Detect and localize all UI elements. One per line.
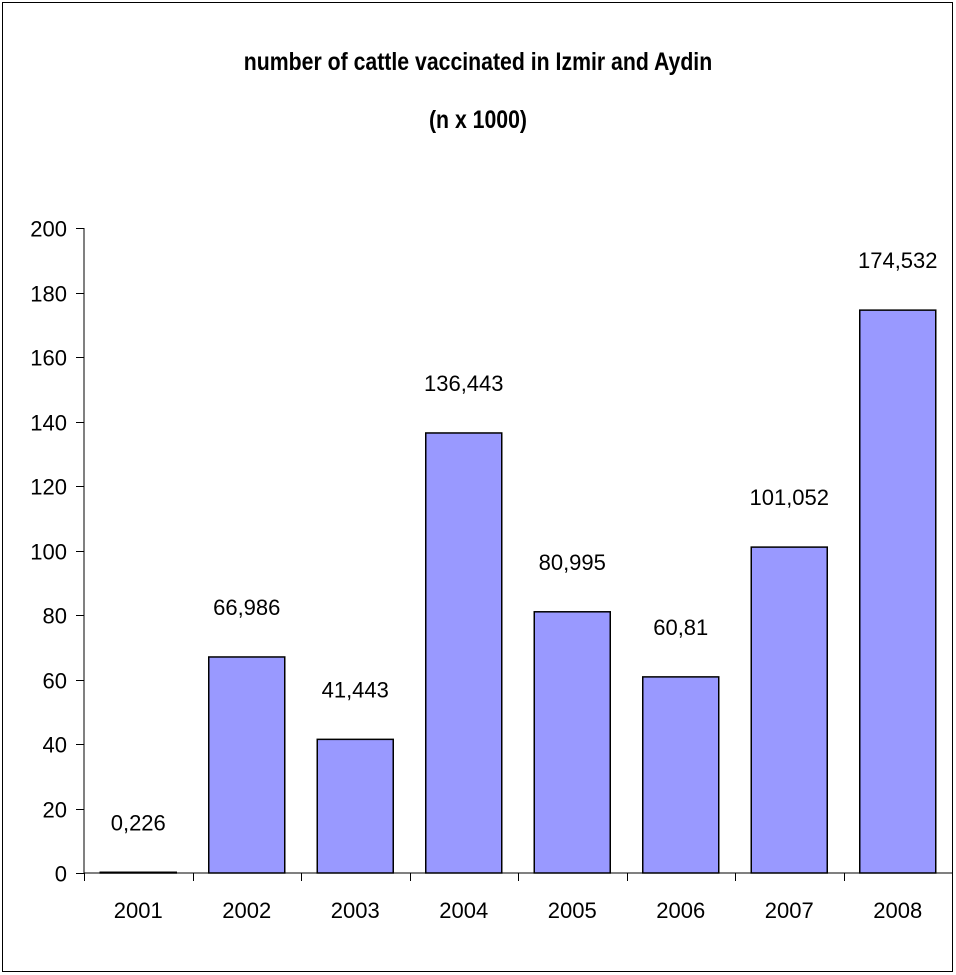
chart-title: number of cattle vaccinated in Izmir and… [243, 48, 713, 76]
bar-2005 [533, 611, 611, 874]
data-label: 174,532 [858, 248, 938, 273]
x-tick-label: 2007 [765, 898, 814, 923]
x-tick-label: 2005 [548, 898, 597, 923]
bar-2003 [316, 738, 394, 874]
y-tick-label: 180 [30, 282, 67, 307]
bar-2007 [750, 546, 828, 874]
x-tick-label: 2008 [873, 898, 922, 923]
data-label: 136,443 [424, 371, 504, 396]
y-tick-label: 20 [43, 798, 67, 823]
data-label: 0,226 [111, 810, 166, 835]
x-tick-label: 2002 [222, 898, 271, 923]
x-tick-label: 2003 [331, 898, 380, 923]
data-label: 80,995 [539, 550, 606, 575]
data-label: 60,81 [653, 615, 708, 640]
y-tick-label: 200 [30, 217, 67, 242]
x-tick-label: 2004 [439, 898, 488, 923]
x-tick-label: 2006 [656, 898, 705, 923]
x-tick-label: 2001 [114, 898, 163, 923]
data-label: 41,443 [322, 677, 389, 702]
bar-2004 [425, 432, 503, 874]
bar-2008 [859, 309, 937, 874]
bar-2002 [208, 656, 286, 874]
y-tick-label: 80 [43, 604, 67, 629]
y-tick-label: 120 [30, 475, 67, 500]
y-tick-label: 100 [30, 540, 67, 565]
data-label: 101,052 [749, 485, 829, 510]
chart-subtitle: (n x 1000) [428, 106, 528, 134]
bar-2001 [99, 871, 177, 874]
y-tick-label: 60 [43, 669, 67, 694]
y-tick-label: 140 [30, 411, 67, 436]
y-tick-label: 160 [30, 346, 67, 371]
y-tick-label: 0 [55, 862, 67, 887]
bar-2006 [642, 676, 720, 874]
data-label: 66,986 [213, 595, 280, 620]
y-tick-label: 40 [43, 733, 67, 758]
